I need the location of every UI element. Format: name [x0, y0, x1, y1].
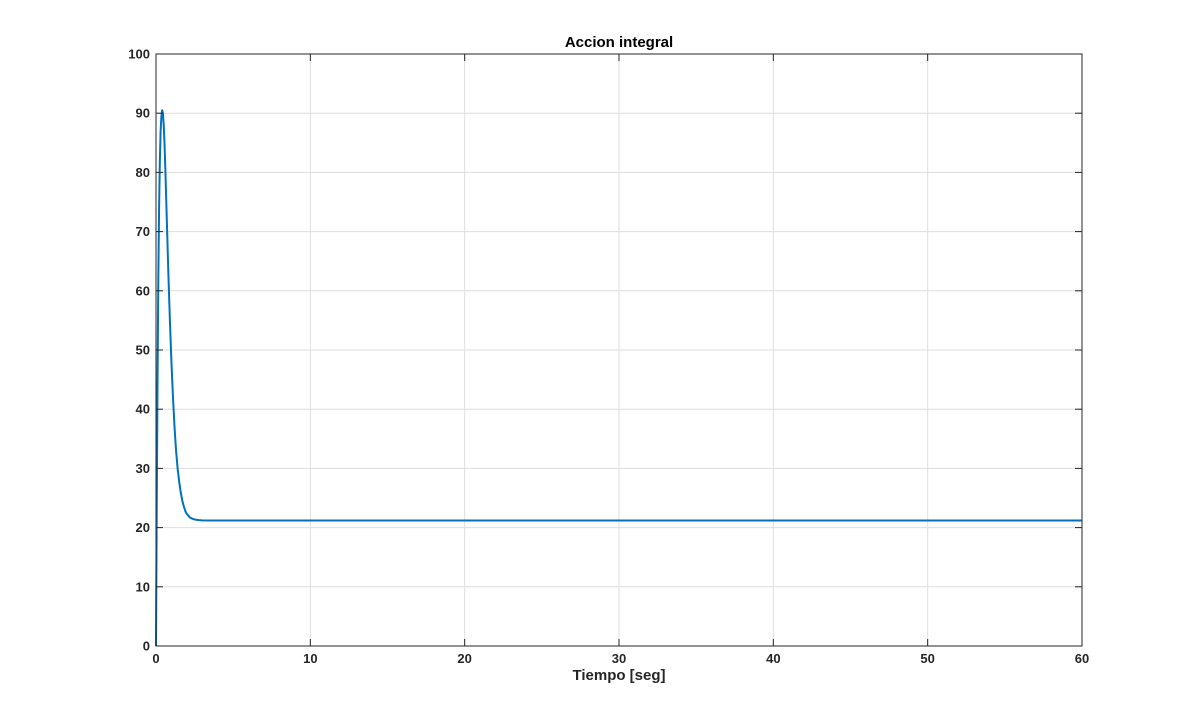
- series-lines: [155, 109, 1082, 647]
- y-tick-label: 10: [136, 579, 150, 594]
- y-tick-label: 60: [136, 283, 150, 298]
- y-tick-label: 80: [136, 165, 150, 180]
- x-tick-label: 0: [152, 651, 159, 666]
- x-tick-label: 10: [303, 651, 317, 666]
- y-tick-label: 90: [136, 106, 150, 121]
- y-tick-label: 100: [128, 47, 150, 62]
- series-line-0: [155, 109, 1082, 647]
- x-tick-label: 40: [766, 651, 780, 666]
- y-tick-label: 30: [136, 461, 150, 476]
- x-tick-label: 50: [920, 651, 934, 666]
- y-tick-label: 20: [136, 520, 150, 535]
- chart-title: Accion integral: [565, 34, 673, 51]
- x-tick-label: 20: [457, 651, 471, 666]
- x-tick-label: 60: [1075, 651, 1089, 666]
- y-tick-label: 0: [143, 639, 150, 654]
- grid-lines: [156, 54, 1082, 646]
- y-tick-label: 40: [136, 402, 150, 417]
- y-tick-label: 50: [136, 343, 150, 358]
- axes: [155, 53, 1083, 647]
- tick-labels: 0 10 20 30 40 50 60 0 10 20 30 40 50 60 70 80 90 100: [128, 47, 1089, 667]
- y-tick-label: 70: [136, 224, 150, 239]
- x-axis-label: Tiempo [seg]: [572, 667, 665, 684]
- x-tick-label: 30: [612, 651, 626, 666]
